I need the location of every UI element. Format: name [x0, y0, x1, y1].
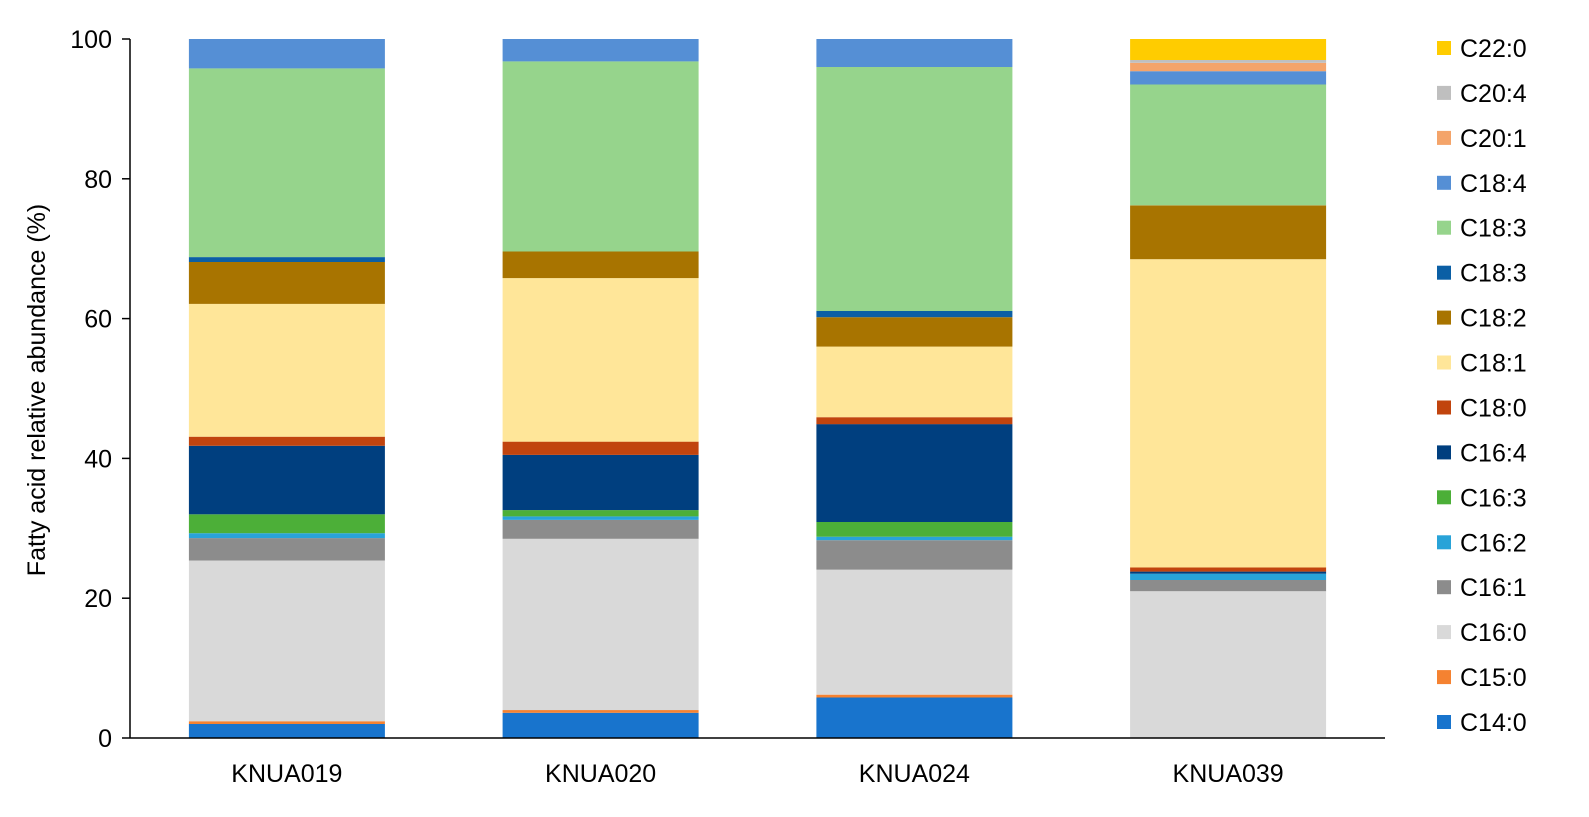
bar-segment-knua024-C18-2-9: [816, 317, 1013, 347]
bar-segment-knua024-C16-0-2: [816, 569, 1013, 695]
y-tick-label: 60: [84, 306, 112, 334]
bar-segment-knua039-C18-3-11: [1130, 84, 1327, 206]
legend-swatch-C18-3-10: [1437, 265, 1451, 280]
legend-swatch-C18-1-8: [1437, 355, 1451, 370]
bar-segment-knua020-C16-2-4: [502, 516, 699, 520]
bar-segment-knua024-C15-0-1: [816, 694, 1013, 698]
bar-segment-knua024-C18-4-12: [816, 39, 1013, 67]
x-tick-label: KNUA039: [1173, 760, 1284, 788]
legend-label: C18:3: [1460, 215, 1527, 243]
bar-segment-knua020-C14-0-0: [502, 712, 699, 738]
legend-label: C16:2: [1460, 529, 1527, 557]
bar-segment-knua039-C16-4-6: [1130, 571, 1327, 574]
bar-segment-knua024-C18-1-8: [816, 346, 1013, 418]
bar-segment-knua020-C18-0-7: [502, 441, 699, 455]
legend-label: C16:0: [1460, 619, 1527, 647]
bar-segment-knua039-C22-0-15: [1130, 39, 1327, 60]
bar-segment-knua039-C16-1-3: [1130, 580, 1327, 592]
bar-segment-knua039-C18-2-9: [1130, 205, 1327, 260]
x-tick-label: KNUA024: [859, 760, 970, 788]
legend-swatch-C22-0-15: [1437, 41, 1451, 55]
bar-segment-knua019-C18-4-12: [188, 39, 385, 69]
legend-label: C18:4: [1460, 170, 1527, 198]
legend-swatch-C20-1-13: [1437, 130, 1451, 145]
legend-swatch-C18-2-9: [1437, 310, 1451, 325]
bar-segment-knua019-C16-3-5: [188, 514, 385, 534]
y-tick-label: 20: [84, 585, 112, 613]
bar-segment-knua039-C20-1-13: [1130, 62, 1327, 72]
bar-segment-knua019-C18-0-7: [188, 436, 385, 446]
legend-swatch-C16-4-6: [1437, 445, 1451, 460]
y-axis-title: Fatty acid relative abundance (%): [23, 204, 51, 576]
legend-swatch-C16-2-4: [1437, 535, 1451, 550]
bar-segment-knua039-C20-4-14: [1130, 60, 1327, 63]
legend-label: C16:4: [1460, 439, 1527, 467]
bar-segment-knua024-C16-3-5: [816, 522, 1013, 537]
bar-segment-knua019-C16-1-3: [188, 538, 385, 561]
legend-swatch-C18-4-12: [1437, 175, 1451, 190]
bar-segment-knua019-C16-4-6: [188, 445, 385, 515]
legend-label: C14:0: [1460, 709, 1527, 737]
legend-label: C18:3: [1460, 260, 1527, 288]
x-tick-labels: KNUA019 KNUA020 KNUA024 KNUA039: [231, 760, 1283, 788]
bar-segment-knua019-C18-2-9: [188, 262, 385, 304]
legend-swatch-C18-3-11: [1437, 220, 1451, 235]
bar-segment-knua024-C14-0-0: [816, 697, 1013, 738]
y-tick-label: 40: [84, 445, 112, 473]
legend-swatch-C16-3-5: [1437, 490, 1451, 505]
bar-segment-knua039-C18-1-8: [1130, 259, 1327, 568]
bar-segment-knua020-C16-4-6: [502, 454, 699, 511]
legend-label: C18:2: [1460, 305, 1527, 333]
legend-label: C16:3: [1460, 484, 1527, 512]
bar-segment-knua020-C18-4-12: [502, 39, 699, 62]
legend-label: C18:0: [1460, 395, 1527, 423]
legend-label: C22:0: [1460, 35, 1527, 63]
bar-segment-knua019-C15-0-1: [188, 721, 385, 724]
bar-segment-knua039-C18-4-12: [1130, 71, 1327, 85]
bar-segment-knua020-C16-0-2: [502, 538, 699, 711]
y-tick-label: 80: [84, 166, 112, 194]
legend-swatch-C20-4-14: [1437, 85, 1451, 100]
bar-segment-knua024-C18-3-11: [816, 67, 1013, 311]
bar-segment-knua024-C16-1-3: [816, 540, 1013, 570]
x-tick-label: KNUA019: [231, 760, 342, 788]
legend-label: C20:1: [1460, 125, 1527, 153]
bar-segment-knua020-C16-1-3: [502, 519, 699, 539]
legend: C22:0 C20:4 C20:1 C18:4 C18:3 C18:3 C18:2 C18:1…: [1437, 35, 1527, 737]
axes: [129, 39, 1385, 739]
legend-swatch-C16-1-3: [1437, 580, 1451, 595]
legend-swatch-C16-0-2: [1437, 625, 1451, 640]
legend-label: C16:1: [1460, 574, 1527, 602]
bar-segments: [188, 39, 1327, 738]
legend-swatch-C14-0-0: [1437, 715, 1451, 729]
bar-segment-knua019-C18-1-8: [188, 303, 385, 437]
legend-swatch-C18-0-7: [1437, 400, 1451, 415]
y-tick-label: 100: [70, 26, 112, 54]
bar-segment-knua020-C18-2-9: [502, 251, 699, 279]
bar-segment-knua019-C14-0-0: [188, 724, 385, 738]
bar-segment-knua020-C18-3-11: [502, 61, 699, 252]
legend-label: C20:4: [1460, 80, 1527, 108]
legend-swatch-C15-0-1: [1437, 670, 1451, 685]
bar-segment-knua024-C16-4-6: [816, 424, 1013, 522]
bar-segment-knua019-C16-0-2: [188, 560, 385, 722]
legend-label: C15:0: [1460, 664, 1527, 692]
bar-segment-knua019-C18-3-11: [188, 68, 385, 258]
bar-segment-knua019-C18-3-10: [188, 257, 385, 262]
bar-segment-knua024-C18-3-10: [816, 310, 1013, 318]
legend-label: C18:1: [1460, 350, 1527, 378]
bar-segment-knua039-C18-0-7: [1130, 567, 1327, 572]
y-tick-labels: 0 20 40 60 80 100: [70, 26, 130, 753]
y-tick-label: 0: [98, 725, 112, 753]
bar-segment-knua020-C18-1-8: [502, 278, 699, 442]
bar-segment-knua019-C16-2-4: [188, 533, 385, 539]
bar-segment-knua024-C16-2-4: [816, 536, 1013, 541]
bar-segment-knua039-C16-2-4: [1130, 573, 1327, 580]
bar-segment-knua024-C18-0-7: [816, 417, 1013, 425]
bar-segment-knua020-C15-0-1: [502, 710, 699, 713]
bar-segment-knua039-C16-0-2: [1130, 591, 1327, 738]
x-tick-label: KNUA020: [545, 760, 656, 788]
bar-segment-knua020-C16-3-5: [502, 510, 699, 517]
